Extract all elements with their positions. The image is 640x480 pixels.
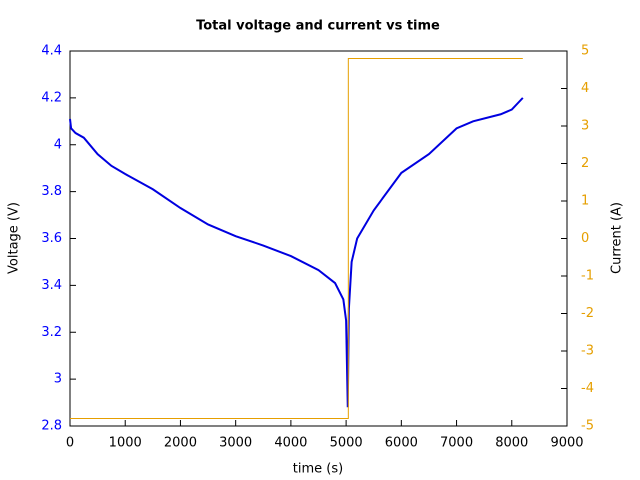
y-tick-label: 3 xyxy=(54,372,62,387)
y2-tick-label: 4 xyxy=(581,81,589,96)
y2-tick-label: 0 xyxy=(581,231,589,246)
x-tick-label: 5000 xyxy=(330,436,363,451)
y-tick-label: 3.8 xyxy=(41,184,62,199)
y-tick-label: 3.2 xyxy=(41,325,62,340)
x-tick-label: 8000 xyxy=(495,436,528,451)
y2-tick-label: 2 xyxy=(581,156,589,171)
series-line xyxy=(70,58,523,419)
x-tick-label: 4000 xyxy=(274,436,307,451)
y-tick-label: 4.2 xyxy=(41,90,62,105)
y2-tick-label: -1 xyxy=(581,269,594,284)
x-tick-label: 3000 xyxy=(219,436,252,451)
y-tick-label: 3.4 xyxy=(41,278,62,293)
y2-tick-label: -4 xyxy=(581,381,594,396)
y-tick-label: 4 xyxy=(54,137,62,152)
plot-frame xyxy=(69,50,568,427)
y2-tick-label: -3 xyxy=(581,344,594,359)
y2-tick-label: 3 xyxy=(581,119,589,134)
x-tick-label: 1000 xyxy=(109,436,142,451)
y-tick-label: 3.6 xyxy=(41,231,62,246)
x-tick-label: 0 xyxy=(66,436,74,451)
y2-tick-label: -5 xyxy=(581,419,594,434)
chart-title: Total voltage and current vs time xyxy=(196,19,440,34)
y-tick-label: 2.8 xyxy=(41,419,62,434)
x-axis-label: time (s) xyxy=(293,462,343,477)
y2-tick-label: -2 xyxy=(581,306,594,321)
x-tick-label: 6000 xyxy=(385,436,418,451)
series-line xyxy=(69,97,524,408)
x-tick-label: 2000 xyxy=(164,436,197,451)
y2-tick-label: 1 xyxy=(581,194,589,209)
x-tick-label: 7000 xyxy=(440,436,473,451)
y-axis-label: Voltage (V) xyxy=(7,202,22,274)
y2-axis-label: Current (A) xyxy=(610,202,625,274)
y-tick-label: 4.4 xyxy=(41,44,62,59)
y2-tick-label: 5 xyxy=(581,44,589,59)
x-tick-label: 9000 xyxy=(550,436,583,451)
